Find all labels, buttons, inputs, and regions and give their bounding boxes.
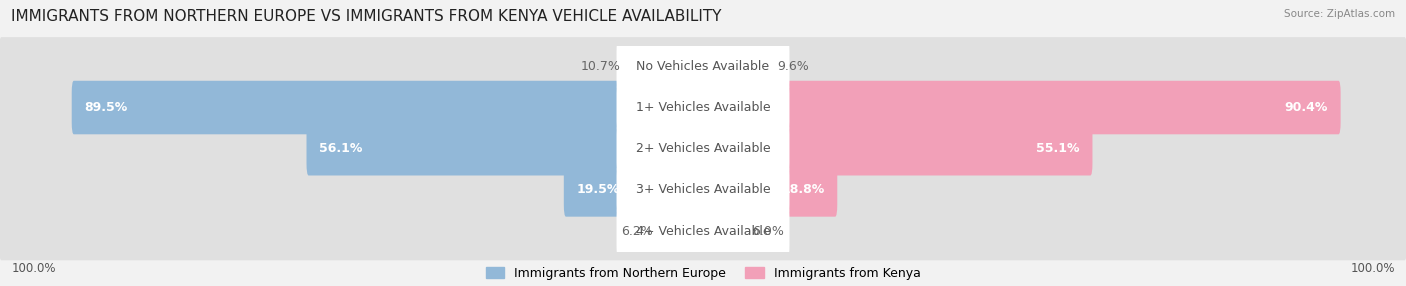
- FancyBboxPatch shape: [616, 39, 790, 93]
- Text: 56.1%: 56.1%: [319, 142, 363, 155]
- Text: 55.1%: 55.1%: [1036, 142, 1080, 155]
- FancyBboxPatch shape: [616, 122, 790, 176]
- Legend: Immigrants from Northern Europe, Immigrants from Kenya: Immigrants from Northern Europe, Immigra…: [485, 267, 921, 280]
- FancyBboxPatch shape: [0, 78, 1406, 137]
- Text: 6.2%: 6.2%: [620, 225, 652, 238]
- FancyBboxPatch shape: [564, 163, 706, 217]
- FancyBboxPatch shape: [72, 81, 704, 134]
- Text: 1+ Vehicles Available: 1+ Vehicles Available: [636, 101, 770, 114]
- FancyBboxPatch shape: [626, 39, 706, 93]
- Text: Source: ZipAtlas.com: Source: ZipAtlas.com: [1284, 9, 1395, 19]
- FancyBboxPatch shape: [700, 163, 838, 217]
- Text: 100.0%: 100.0%: [1350, 262, 1395, 275]
- FancyBboxPatch shape: [616, 163, 790, 217]
- FancyBboxPatch shape: [700, 204, 748, 258]
- FancyBboxPatch shape: [700, 39, 773, 93]
- Text: No Vehicles Available: No Vehicles Available: [637, 60, 769, 73]
- FancyBboxPatch shape: [616, 204, 790, 258]
- FancyBboxPatch shape: [0, 120, 1406, 178]
- Text: 100.0%: 100.0%: [11, 262, 56, 275]
- FancyBboxPatch shape: [700, 81, 1341, 134]
- FancyBboxPatch shape: [0, 37, 1406, 96]
- FancyBboxPatch shape: [700, 122, 1092, 176]
- Text: 18.8%: 18.8%: [782, 183, 824, 196]
- Text: 6.0%: 6.0%: [752, 225, 785, 238]
- Text: 4+ Vehicles Available: 4+ Vehicles Available: [636, 225, 770, 238]
- FancyBboxPatch shape: [657, 204, 706, 258]
- Text: 89.5%: 89.5%: [84, 101, 128, 114]
- FancyBboxPatch shape: [0, 161, 1406, 219]
- FancyBboxPatch shape: [616, 81, 790, 134]
- Text: 2+ Vehicles Available: 2+ Vehicles Available: [636, 142, 770, 155]
- Text: IMMIGRANTS FROM NORTHERN EUROPE VS IMMIGRANTS FROM KENYA VEHICLE AVAILABILITY: IMMIGRANTS FROM NORTHERN EUROPE VS IMMIG…: [11, 9, 721, 23]
- Text: 19.5%: 19.5%: [576, 183, 620, 196]
- Text: 9.6%: 9.6%: [778, 60, 810, 73]
- Text: 3+ Vehicles Available: 3+ Vehicles Available: [636, 183, 770, 196]
- FancyBboxPatch shape: [307, 122, 706, 176]
- Text: 90.4%: 90.4%: [1285, 101, 1329, 114]
- FancyBboxPatch shape: [0, 202, 1406, 260]
- Text: 10.7%: 10.7%: [581, 60, 621, 73]
